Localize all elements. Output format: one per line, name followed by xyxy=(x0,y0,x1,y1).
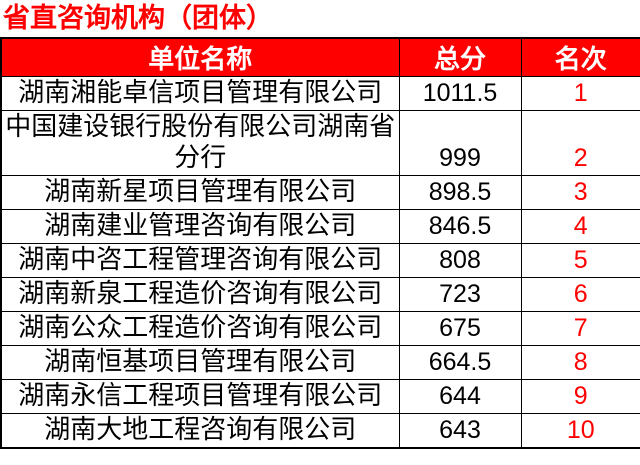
company-name-cell: 湖南建业管理咨询有限公司 xyxy=(0,209,400,244)
table-row: 湖南恒基项目管理有限公司 664.5 8 xyxy=(0,345,640,380)
total-score-cell: 644 xyxy=(398,379,522,414)
header-rank: 名次 xyxy=(520,37,640,77)
company-name-cell: 湖南永信工程项目管理有限公司 xyxy=(0,379,400,414)
table-row: 中国建设银行股份有限公司湖南省分行 999 2 xyxy=(0,110,640,176)
header-unit-name: 单位名称 xyxy=(0,37,400,77)
company-name-cell: 湖南恒基项目管理有限公司 xyxy=(0,345,400,380)
table-row: 湖南永信工程项目管理有限公司 644 9 xyxy=(0,379,640,414)
rank-cell: 8 xyxy=(520,345,640,380)
company-name-cell: 湖南公众工程造价咨询有限公司 xyxy=(0,311,400,346)
page-title: 省直咨询机构（团体） xyxy=(3,3,273,33)
rank-cell: 1 xyxy=(520,76,640,111)
rank-cell: 4 xyxy=(520,209,640,244)
rank-cell: 9 xyxy=(520,379,640,414)
table-row: 湖南中咨工程管理咨询有限公司 808 5 xyxy=(0,243,640,278)
table-row: 湖南湘能卓信项目管理有限公司 1011.5 1 xyxy=(0,76,640,111)
rank-cell: 10 xyxy=(520,413,640,449)
rank-cell: 7 xyxy=(520,311,640,346)
total-score-cell: 808 xyxy=(398,243,522,278)
company-name-cell: 湖南新泉工程造价咨询有限公司 xyxy=(0,277,400,312)
table-row: 湖南公众工程造价咨询有限公司 675 7 xyxy=(0,311,640,346)
table-row: 湖南新星项目管理有限公司 898.5 3 xyxy=(0,175,640,210)
table-header-row: 单位名称 总分 名次 xyxy=(0,37,640,77)
total-score-cell: 846.5 xyxy=(398,209,522,244)
company-name-cell: 湖南中咨工程管理咨询有限公司 xyxy=(0,243,400,278)
ranking-table: 单位名称 总分 名次 湖南湘能卓信项目管理有限公司 1011.5 1 中国建设银行股份… xyxy=(0,37,640,449)
company-name-cell: 湖南湘能卓信项目管理有限公司 xyxy=(0,76,400,111)
company-name-cell: 湖南大地工程咨询有限公司 xyxy=(0,413,400,449)
rank-cell: 5 xyxy=(520,243,640,278)
total-score-cell: 1011.5 xyxy=(398,76,522,111)
total-score-cell: 898.5 xyxy=(398,175,522,210)
total-score-cell: 999 xyxy=(398,110,522,176)
rank-cell: 3 xyxy=(520,175,640,210)
total-score-cell: 675 xyxy=(398,311,522,346)
table-row: 湖南新泉工程造价咨询有限公司 723 6 xyxy=(0,277,640,312)
company-name-cell: 湖南新星项目管理有限公司 xyxy=(0,175,400,210)
rank-cell: 2 xyxy=(520,110,640,176)
total-score-cell: 664.5 xyxy=(398,345,522,380)
company-name-cell: 中国建设银行股份有限公司湖南省分行 xyxy=(0,110,400,176)
table-row: 湖南建业管理咨询有限公司 846.5 4 xyxy=(0,209,640,244)
rank-cell: 6 xyxy=(520,277,640,312)
total-score-cell: 723 xyxy=(398,277,522,312)
table-row: 湖南大地工程咨询有限公司 643 10 xyxy=(0,413,640,449)
ranking-table-body: 湖南湘能卓信项目管理有限公司 1011.5 1 中国建设银行股份有限公司湖南省分行 99… xyxy=(0,76,640,449)
header-total-score: 总分 xyxy=(398,37,522,77)
total-score-cell: 643 xyxy=(398,413,522,449)
